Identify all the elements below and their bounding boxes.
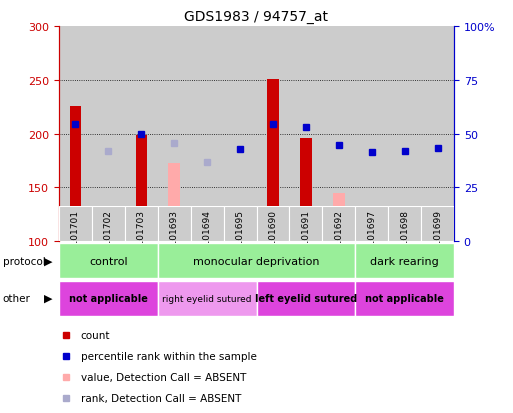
Bar — [103, 220, 114, 242]
Bar — [224, 206, 256, 242]
Bar — [355, 27, 388, 242]
Bar — [267, 79, 279, 242]
Bar — [158, 244, 355, 279]
Text: control: control — [89, 256, 128, 266]
Bar — [59, 281, 158, 316]
Bar — [59, 244, 158, 279]
Text: GSM101703: GSM101703 — [137, 209, 146, 264]
Bar — [158, 281, 256, 316]
Bar — [168, 163, 180, 242]
Text: GSM101692: GSM101692 — [334, 209, 343, 264]
Text: GSM101697: GSM101697 — [367, 209, 376, 264]
Bar — [289, 27, 322, 242]
Bar — [388, 206, 421, 242]
Text: value, Detection Call = ABSENT: value, Detection Call = ABSENT — [81, 372, 246, 382]
Text: count: count — [81, 330, 110, 340]
Text: rank, Detection Call = ABSENT: rank, Detection Call = ABSENT — [81, 393, 241, 403]
Text: dark rearing: dark rearing — [370, 256, 439, 266]
Bar — [59, 27, 92, 242]
Text: GSM101701: GSM101701 — [71, 209, 80, 264]
Bar — [191, 27, 224, 242]
Text: not applicable: not applicable — [365, 293, 444, 304]
Bar — [333, 193, 345, 242]
Text: not applicable: not applicable — [69, 293, 148, 304]
Text: GSM101702: GSM101702 — [104, 209, 113, 264]
Bar — [421, 27, 454, 242]
Bar — [355, 281, 454, 316]
Bar — [399, 219, 410, 242]
Bar — [256, 206, 289, 242]
Text: GSM101694: GSM101694 — [203, 209, 212, 264]
Bar — [366, 231, 378, 242]
Text: ▶: ▶ — [44, 293, 52, 304]
Bar — [224, 27, 256, 242]
Bar — [157, 27, 191, 242]
Bar — [289, 206, 322, 242]
Bar — [59, 206, 92, 242]
Bar — [92, 206, 125, 242]
Text: GSM101695: GSM101695 — [235, 209, 245, 264]
Bar — [158, 206, 191, 242]
Bar — [234, 230, 246, 242]
Text: percentile rank within the sample: percentile rank within the sample — [81, 351, 256, 361]
Bar — [322, 206, 355, 242]
Bar — [92, 27, 125, 242]
Text: GSM101690: GSM101690 — [268, 209, 278, 264]
Text: GSM101693: GSM101693 — [170, 209, 179, 264]
Bar — [256, 27, 289, 242]
Bar — [202, 237, 213, 242]
Bar — [322, 27, 355, 242]
Bar — [125, 27, 157, 242]
Bar — [355, 244, 454, 279]
Text: GSM101699: GSM101699 — [433, 209, 442, 264]
Text: other: other — [3, 293, 30, 304]
Bar — [70, 106, 81, 242]
Text: protocol: protocol — [3, 256, 45, 266]
Text: left eyelid sutured: left eyelid sutured — [255, 293, 357, 304]
Text: ▶: ▶ — [44, 256, 52, 266]
Bar — [125, 206, 158, 242]
Text: right eyelid sutured: right eyelid sutured — [163, 294, 252, 303]
Bar — [135, 135, 147, 242]
Text: monocular deprivation: monocular deprivation — [193, 256, 320, 266]
Bar — [256, 281, 355, 316]
Title: GDS1983 / 94757_at: GDS1983 / 94757_at — [185, 10, 328, 24]
Bar — [191, 206, 224, 242]
Text: GSM101698: GSM101698 — [400, 209, 409, 264]
Bar — [432, 209, 443, 242]
Bar — [355, 206, 388, 242]
Bar — [300, 138, 311, 242]
Bar — [388, 27, 421, 242]
Text: GSM101691: GSM101691 — [301, 209, 310, 264]
Bar — [421, 206, 454, 242]
